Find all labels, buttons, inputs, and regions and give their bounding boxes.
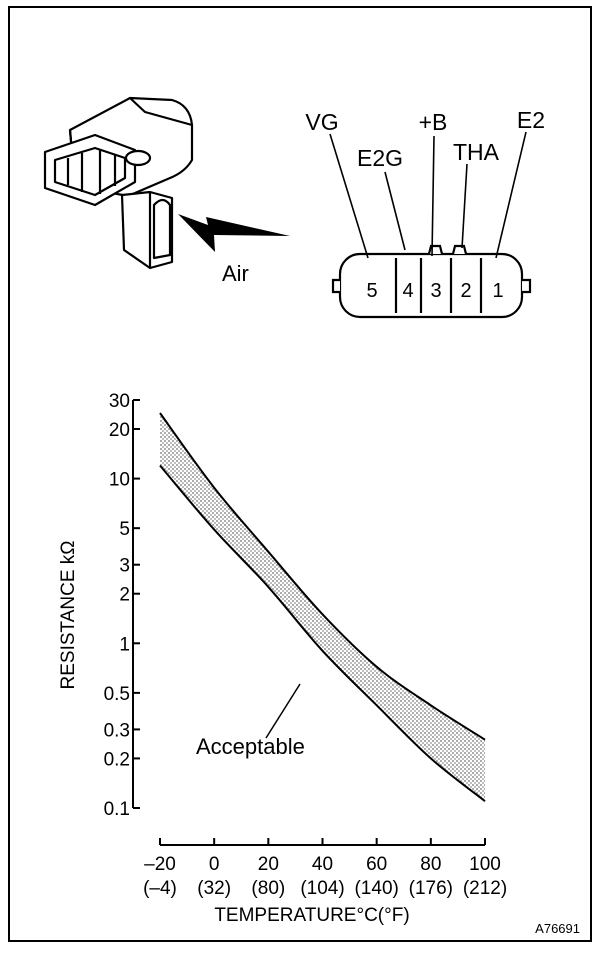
terminal-label-e2g: E2G (357, 145, 403, 171)
acceptable-leader-line (265, 683, 301, 739)
acceptable-annotation: Acceptable (196, 734, 305, 759)
terminal-label-e2: E2 (517, 107, 545, 133)
y-tick-label: 0.1 (104, 799, 130, 820)
x-tick-label-c: 40 (312, 854, 333, 875)
x-tick-label-f: (212) (463, 878, 507, 899)
y-tick-label: 30 (109, 391, 130, 412)
y-tick-label: 20 (109, 420, 130, 441)
figure-id: A76691 (535, 921, 580, 936)
x-axis-label: TEMPERATURE°C(°F) (214, 905, 409, 926)
y-tick-label: 1 (119, 634, 130, 655)
airflow-label: Air (222, 261, 249, 286)
airflow-meter-sensor (43, 96, 194, 270)
x-tick-label-f: (–4) (143, 878, 177, 899)
pin-5: 5 (366, 280, 377, 302)
y-axis-label: RESISTANCE kΩ (58, 541, 79, 690)
lower-limit-curve (159, 464, 486, 802)
x-tick-label-f: (176) (409, 878, 453, 899)
resistance-temperature-chart: 0.1 0.2 0.3 0.5 1 2 3 5 10 20 30 –20 (–4) 0 (32) 20 (80)… (58, 391, 507, 926)
y-tick-label: 3 (119, 556, 130, 577)
pin-4: 4 (402, 280, 413, 302)
x-tick-label-c: 80 (420, 854, 441, 875)
x-tick-label-c: 60 (366, 854, 387, 875)
y-tick-label: 0.2 (104, 749, 130, 770)
band-layer (159, 412, 486, 802)
terminal-label-vg: VG (305, 109, 338, 135)
x-tick-label-f: (32) (197, 878, 231, 899)
x-tick-label-f: (140) (354, 878, 398, 899)
figure-frame (8, 6, 592, 942)
terminal-label-tha: THA (453, 139, 500, 165)
y-tick-label: 10 (109, 470, 130, 491)
y-tick-label: 0.5 (104, 684, 130, 705)
x-tick-label-c: 0 (209, 854, 220, 875)
acceptable-band (160, 413, 485, 802)
pin-1: 1 (492, 280, 503, 302)
pin-3: 3 (430, 280, 441, 302)
x-tick-label-c: –20 (144, 854, 176, 875)
terminal-label-plus-b: +B (419, 109, 448, 135)
ticks-layer: 0.1 0.2 0.3 0.5 1 2 3 5 10 20 30 –20 (–4) 0 (32) 20 (80)… (104, 391, 508, 899)
y-tick-label: 2 (119, 585, 130, 606)
upper-limit-curve (159, 412, 486, 741)
x-tick-label-c: 20 (258, 854, 279, 875)
x-tick-label-f: (104) (300, 878, 344, 899)
x-tick-label-c: 100 (469, 854, 501, 875)
connector-body (331, 244, 532, 319)
y-tick-label: 0.3 (104, 720, 130, 741)
connector-pins: 5 4 3 2 1 (366, 280, 503, 302)
terminal-labels: VG E2G +B THA E2 (305, 107, 545, 171)
pin-2: 2 (460, 280, 471, 302)
y-tick-label: 5 (119, 519, 130, 540)
airflow-arrow-icon (178, 214, 290, 252)
x-tick-label-f: (80) (251, 878, 285, 899)
terminal-leaders (329, 131, 527, 259)
